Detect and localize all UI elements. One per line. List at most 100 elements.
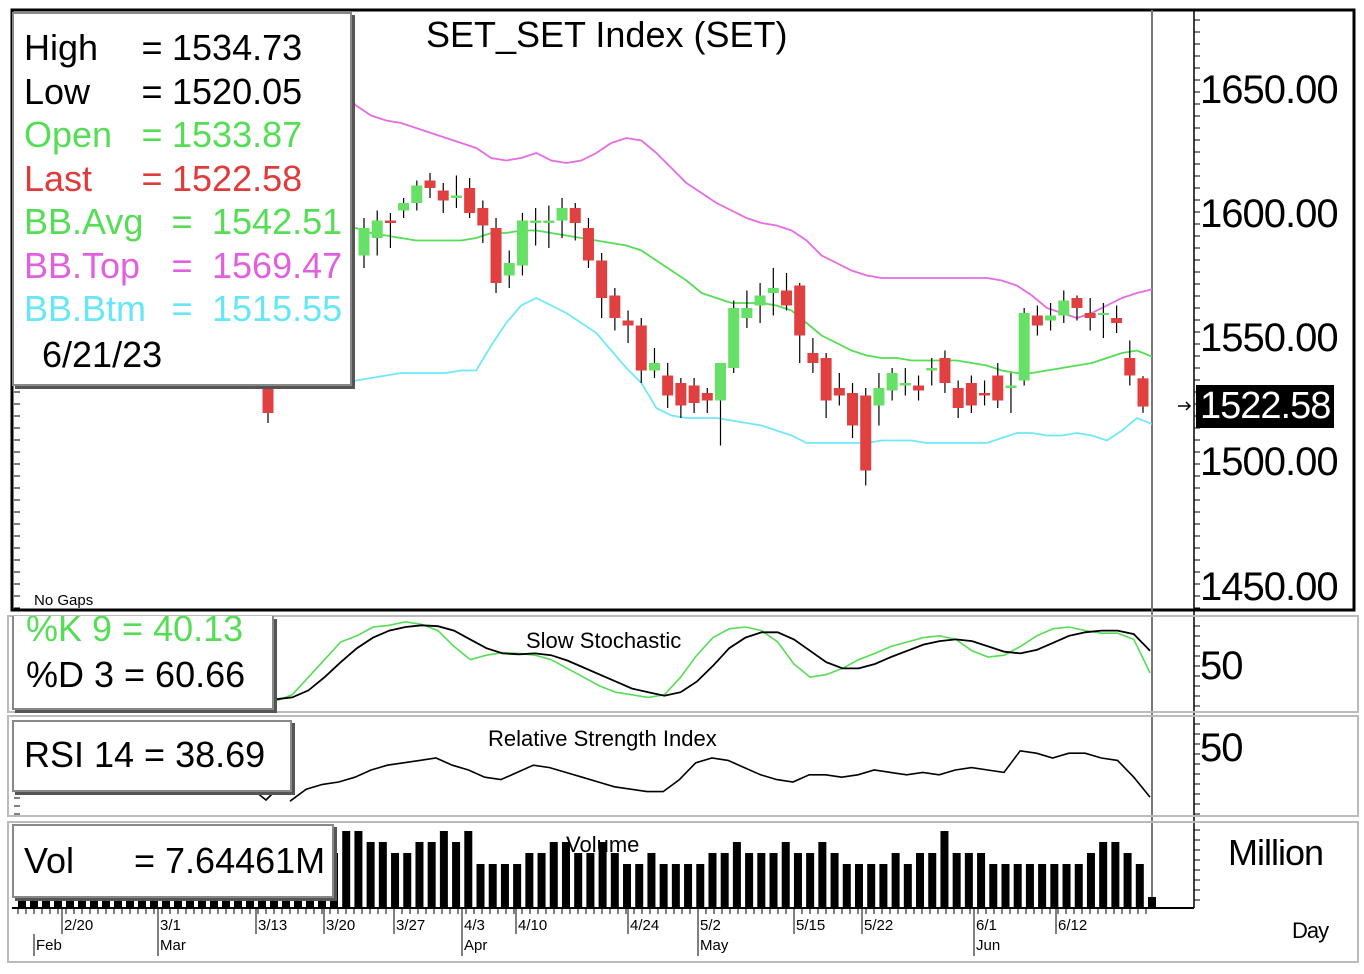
x-date-label: 5/15 xyxy=(796,917,825,934)
volume-bar xyxy=(403,853,412,908)
volume-bar xyxy=(427,842,436,908)
candle-down xyxy=(675,383,687,406)
volume-bar xyxy=(90,898,98,908)
volume-bar xyxy=(732,842,741,908)
candle-up xyxy=(1058,300,1070,316)
volume-bar xyxy=(210,898,218,908)
volume-bar xyxy=(830,853,839,908)
rsi-label: RSI 14 = 38.69 xyxy=(24,734,266,775)
candle-down xyxy=(1124,358,1136,376)
candle-down xyxy=(1137,378,1149,407)
volume-bar xyxy=(574,853,583,908)
last-price-label: 1522.58 xyxy=(1196,385,1335,428)
candle-up xyxy=(767,288,779,293)
volume-bar xyxy=(1050,864,1059,908)
stochastic-d-label: %D 3 = 60.66 xyxy=(26,654,246,695)
volume-bar xyxy=(452,842,461,908)
volume-bar xyxy=(537,853,546,908)
volume-bar xyxy=(342,831,351,908)
candle-down xyxy=(781,290,793,306)
x-date-label: 4/10 xyxy=(518,917,547,934)
candle-up xyxy=(358,228,370,256)
info-value: 1569.47 xyxy=(212,244,343,286)
volume-bar xyxy=(258,898,266,908)
candle-down xyxy=(688,385,700,403)
candle-down xyxy=(464,188,476,213)
info-row-bb-btm: BB.Btm = 1515.55 xyxy=(24,287,350,331)
volume-bar xyxy=(366,842,375,908)
x-month-label: Jun xyxy=(976,937,1000,954)
candle-up xyxy=(926,368,938,371)
candle-down xyxy=(807,353,819,363)
volume-bar xyxy=(186,898,194,908)
candle-up xyxy=(1018,313,1030,381)
volume-bar xyxy=(513,864,522,908)
volume-bar xyxy=(708,853,717,908)
volume-bar xyxy=(488,864,497,908)
volume-bar xyxy=(745,853,754,908)
candle-down xyxy=(662,375,674,396)
volume-bar xyxy=(989,864,998,908)
volume-panel-frame xyxy=(7,821,1359,963)
candle-up xyxy=(516,220,528,266)
candle-up xyxy=(648,363,660,371)
rsi-tick-50: 50 xyxy=(1200,726,1243,770)
candle-up xyxy=(398,203,410,211)
rsi-info-box: RSI 14 = 38.69 xyxy=(12,720,292,792)
candle-down xyxy=(622,320,634,326)
volume-bar xyxy=(114,898,122,908)
candle-down xyxy=(992,375,1004,401)
price-info-box: High = 1534.73 Low = 1520.05 Open = 1533.87 Last =… xyxy=(12,12,352,386)
info-label: High xyxy=(24,27,99,68)
volume-bar xyxy=(78,898,86,908)
volume-bar xyxy=(1062,864,1071,908)
volume-bar xyxy=(1074,864,1083,908)
price-tick-1650: 1650.00 xyxy=(1200,68,1339,112)
stochastic-tick-50: 50 xyxy=(1200,644,1243,688)
volume-bar xyxy=(102,898,110,908)
volume-unit: Million xyxy=(1228,832,1324,873)
x-date-label: 6/1 xyxy=(976,917,997,934)
volume-label: Vol xyxy=(24,840,75,881)
info-value: 1533.87 xyxy=(172,114,303,155)
candle-down xyxy=(582,228,594,261)
x-date-label: 3/20 xyxy=(326,917,355,934)
volume-bar xyxy=(684,864,693,908)
volume-bar xyxy=(867,864,876,908)
candle-down xyxy=(965,383,977,406)
volume-bar xyxy=(354,831,363,908)
stochastic-d-line xyxy=(275,624,1151,701)
volume-bar xyxy=(439,831,448,908)
info-label: BB.Top xyxy=(24,244,141,286)
volume-bar xyxy=(720,853,729,908)
bb-avg-line xyxy=(325,227,1153,374)
candle-down xyxy=(939,358,951,383)
candle-up xyxy=(530,220,542,223)
price-tick-1550: 1550.00 xyxy=(1200,316,1339,360)
rsi-line-start xyxy=(255,791,273,802)
volume-bar xyxy=(198,898,206,908)
info-equals: = xyxy=(141,27,163,68)
candle-up xyxy=(754,295,766,306)
stochastic-info-box: %K 9 = 40.13 %D 3 = 60.66 xyxy=(12,616,274,710)
stochastic-title: Slow Stochastic xyxy=(526,628,682,653)
candle-down xyxy=(952,388,964,408)
volume-bar xyxy=(1013,864,1022,908)
volume-bar xyxy=(378,842,387,908)
volume-bar xyxy=(1025,864,1034,908)
volume-bar xyxy=(1111,842,1120,908)
candle-down xyxy=(596,260,608,298)
volume-bar xyxy=(30,898,38,908)
candle-down xyxy=(701,393,713,401)
volume-bar xyxy=(476,864,485,908)
candle-up xyxy=(899,383,911,386)
current-date: 6/21/23 xyxy=(42,334,163,375)
volume-bar xyxy=(916,853,925,908)
volume-bar xyxy=(879,864,888,908)
chart-title: SET_SET Index (SET) xyxy=(426,14,788,55)
x-month-label: Feb xyxy=(36,937,62,954)
volume-bar xyxy=(150,898,158,908)
bb-top-line xyxy=(325,55,1153,319)
candle-down xyxy=(847,393,859,426)
period-label: Day xyxy=(1292,918,1329,943)
